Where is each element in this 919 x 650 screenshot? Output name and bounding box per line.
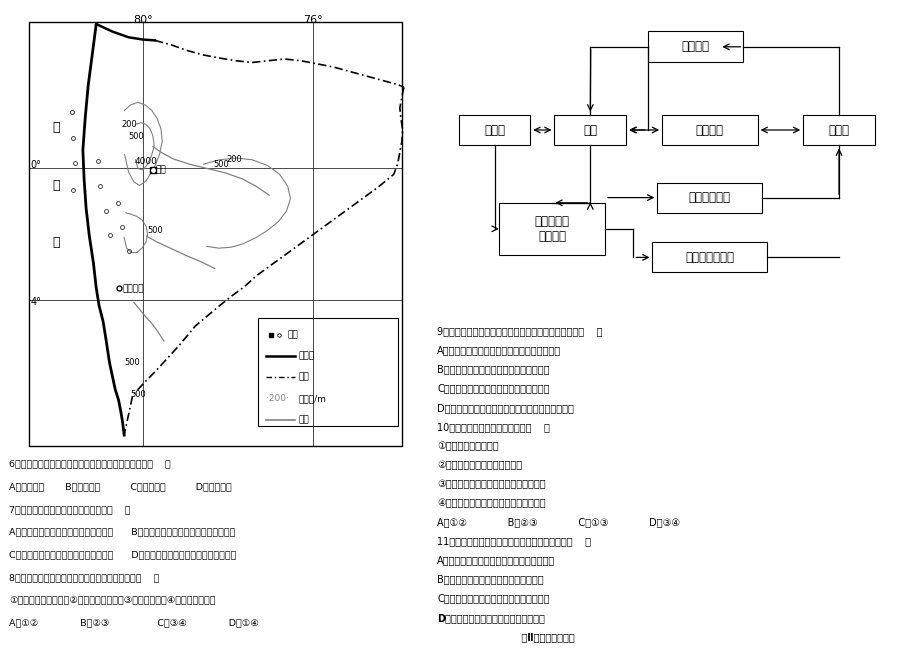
Text: 6．汛期时与西部地区的河流相比，东部地区多数河流（    ）: 6．汛期时与西部地区的河流相比，东部地区多数河流（ ）: [9, 460, 170, 469]
Text: 76°: 76°: [302, 15, 323, 25]
FancyBboxPatch shape: [656, 183, 762, 213]
Text: B．运送能力强，运货速度较自营配送快: B．运送能力强，运货速度较自营配送快: [437, 575, 543, 584]
Text: 500: 500: [147, 226, 163, 235]
FancyBboxPatch shape: [652, 242, 766, 272]
Text: 自营冷链配送: 自营冷链配送: [688, 191, 730, 204]
Text: A．提高冷链物流的效率，降低企业运营成本: A．提高冷链物流的效率，降低企业运营成本: [437, 556, 555, 566]
Text: 河流: 河流: [299, 415, 309, 424]
Text: 8．瓜亚基尔港全年少有风浪袭击，其主要原因有（    ）: 8．瓜亚基尔港全年少有风浪袭击，其主要原因有（ ）: [9, 573, 159, 582]
Text: A．①②             B．②③             C．①③             D．③④: A．①② B．②③ C．①③ D．③④: [437, 517, 680, 527]
Text: 商城网站: 商城网站: [695, 124, 723, 136]
Text: 11．利用第三方冷链配送相比自营配送的优势有（    ）: 11．利用第三方冷链配送相比自营配送的优势有（ ）: [437, 536, 591, 547]
Text: 4000: 4000: [134, 157, 157, 166]
Text: D．多社会企业合量，改善交通运输状况: D．多社会企业合量，改善交通运输状况: [437, 613, 545, 623]
Text: 冷链仓库及
加工中心: 冷链仓库及 加工中心: [534, 214, 569, 243]
Text: 500: 500: [125, 358, 141, 367]
FancyBboxPatch shape: [554, 115, 626, 145]
Text: A．流速较快       B．为内流河          C．流量较大          D．夏汛明显: A．流速较快 B．为内流河 C．流量较大 D．夏汛明显: [9, 482, 232, 491]
Text: 200: 200: [121, 120, 137, 129]
Text: 供应商: 供应商: [483, 124, 505, 136]
Text: 平: 平: [52, 179, 60, 192]
Text: 基多: 基多: [155, 165, 166, 174]
Text: 200: 200: [226, 155, 242, 164]
Text: 0°: 0°: [30, 160, 41, 170]
Text: ①自己经营的冷链配送: ①自己经营的冷链配送: [437, 441, 498, 451]
Text: 4°: 4°: [30, 297, 41, 307]
Text: 近日，多地进口车厘子表面核酸检测呼阳性。进口车厘子是通过冷链运输进入国内的。冷链物流中心建设是一项投资巨大、回收期长的服务性工程。目前，我国冷链物流主要采用自营: 近日，多地进口车厘子表面核酸检测呼阳性。进口车厘子是通过冷链运输进入国内的。冷链…: [9, 641, 919, 650]
Text: 消费者: 消费者: [828, 124, 848, 136]
Text: 500: 500: [129, 132, 144, 141]
Text: 80°: 80°: [133, 15, 153, 25]
Text: C．技术水平高，冷链物流产品保鲜效果好: C．技术水平高，冷链物流产品保鲜效果好: [437, 593, 550, 604]
Text: 支付服务: 支付服务: [681, 40, 709, 53]
Text: 瓜亚基尔: 瓜亚基尔: [122, 285, 144, 294]
Text: C．经济发达，冷冻技术水平高，能源充足: C．经济发达，冷冻技术水平高，能源充足: [437, 384, 550, 394]
Text: D．人口众多，人均土地面积小，冷鲜产品需求量大: D．人口众多，人均土地面积小，冷鲜产品需求量大: [437, 403, 573, 413]
Text: 等高线/m: 等高线/m: [299, 394, 326, 403]
FancyBboxPatch shape: [459, 115, 530, 145]
FancyBboxPatch shape: [647, 31, 743, 62]
Text: A．东部城市分布较少，是因为缺乏水源      B．中部城市分布较多，是因为气候凉爽: A．东部城市分布较少，是因为缺乏水源 B．中部城市分布较多，是因为气候凉爽: [9, 528, 235, 537]
Text: 电商: 电商: [583, 124, 596, 136]
Text: A．①②              B．②③                C．③④              D．①④: A．①② B．②③ C．③④ D．①④: [9, 618, 258, 627]
Text: 500: 500: [130, 389, 146, 398]
Text: ·200·: ·200·: [266, 394, 289, 403]
Text: 500: 500: [213, 160, 230, 168]
Text: ④与支付服务商联系紧密，保证支付畅通: ④与支付服务商联系紧密，保证支付畅通: [437, 498, 545, 508]
Text: 洋: 洋: [52, 237, 60, 250]
Text: ③根据大数据分析，提前在冷链仓库备货: ③根据大数据分析，提前在冷链仓库备货: [437, 479, 545, 489]
Text: ②网络技术先进，快速响应订单: ②网络技术先进，快速响应订单: [437, 460, 522, 470]
Text: A．地处沿海，便于从国外通过冷链进口车厘子: A．地处沿海，便于从国外通过冷链进口车厘子: [437, 345, 561, 356]
Text: 第三方冷链配送: 第三方冷链配送: [685, 251, 733, 264]
Text: ①处于赤道无风带附近②受河水的顶托作用③山脉阻挡信风④岛屿的屏障作用: ①处于赤道无风带附近②受河水的顶托作用③山脉阻挡信风④岛屿的屏障作用: [9, 595, 215, 604]
FancyBboxPatch shape: [499, 203, 604, 255]
Text: 9．我国冷链物流企业多分布在大城市，其根本原因是（    ）: 9．我国冷链物流企业多分布在大城市，其根本原因是（ ）: [437, 326, 602, 336]
FancyBboxPatch shape: [662, 115, 757, 145]
Text: 7．厂瓜多尔城市的分布格局及成因是（    ）: 7．厂瓜多尔城市的分布格局及成因是（ ）: [9, 505, 130, 514]
Text: 城市: 城市: [287, 330, 298, 339]
FancyBboxPatch shape: [802, 115, 874, 145]
Bar: [258, 318, 397, 426]
Text: 10．该电商发货速度快，得益于（    ）: 10．该电商发货速度快，得益于（ ）: [437, 422, 550, 432]
Text: B．交通便利，交通网络完善，物流成本低: B．交通便利，交通网络完善，物流成本低: [437, 365, 550, 374]
Text: 太: 太: [52, 122, 60, 135]
Text: 国界: 国界: [299, 372, 309, 382]
Text: C．南部城市分布较少，是因为地势崎岡      D．西部城市分布较多，是因为河运发达: C．南部城市分布较少，是因为地势崎岡 D．西部城市分布较多，是因为河运发达: [9, 551, 236, 559]
Text: 第Ⅱ卷（非选择题）: 第Ⅱ卷（非选择题）: [437, 632, 574, 642]
Text: 海岸线: 海岸线: [299, 352, 314, 361]
